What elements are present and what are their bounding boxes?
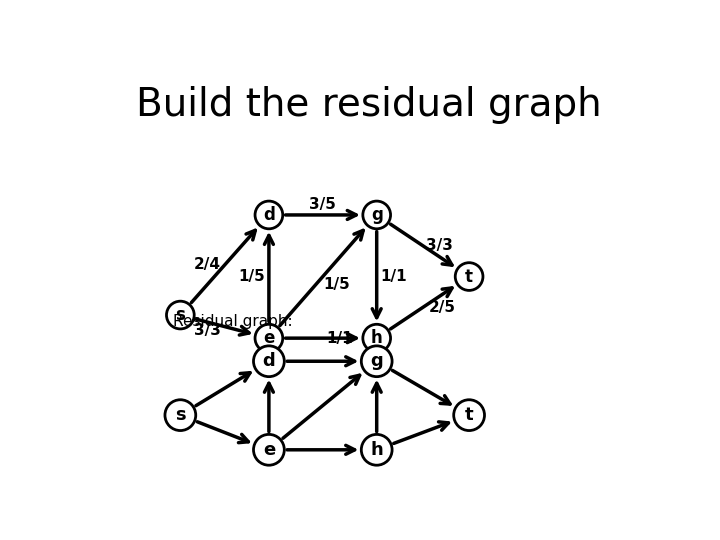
Circle shape (363, 325, 390, 352)
Text: 1/5: 1/5 (323, 276, 350, 292)
Text: 2/4: 2/4 (194, 258, 221, 273)
Circle shape (363, 201, 390, 229)
Text: 3/3: 3/3 (426, 238, 454, 253)
Text: Build the residual graph: Build the residual graph (136, 86, 602, 124)
Circle shape (255, 201, 283, 229)
Text: t: t (465, 267, 473, 286)
Text: d: d (263, 206, 275, 224)
Circle shape (361, 346, 392, 377)
Circle shape (165, 400, 196, 430)
Text: 2/5: 2/5 (428, 300, 456, 315)
Text: s: s (175, 406, 186, 424)
Text: g: g (370, 352, 383, 370)
Text: 1/5: 1/5 (238, 269, 266, 284)
Text: e: e (264, 329, 274, 347)
Circle shape (455, 262, 483, 291)
Text: h: h (371, 329, 382, 347)
Circle shape (253, 434, 284, 465)
Circle shape (166, 301, 194, 329)
Text: 1/1: 1/1 (326, 330, 353, 346)
Text: t: t (465, 406, 474, 424)
Text: Residual graph:: Residual graph: (173, 314, 292, 329)
Text: d: d (263, 352, 275, 370)
Circle shape (454, 400, 485, 430)
Text: h: h (370, 441, 383, 459)
Text: 3/3: 3/3 (194, 323, 221, 338)
Text: 1/1: 1/1 (380, 269, 407, 284)
Circle shape (361, 434, 392, 465)
Circle shape (253, 346, 284, 377)
Text: e: e (263, 441, 275, 459)
Text: s: s (176, 306, 185, 324)
Text: 3/5: 3/5 (310, 197, 336, 212)
Circle shape (255, 325, 283, 352)
Text: g: g (371, 206, 382, 224)
